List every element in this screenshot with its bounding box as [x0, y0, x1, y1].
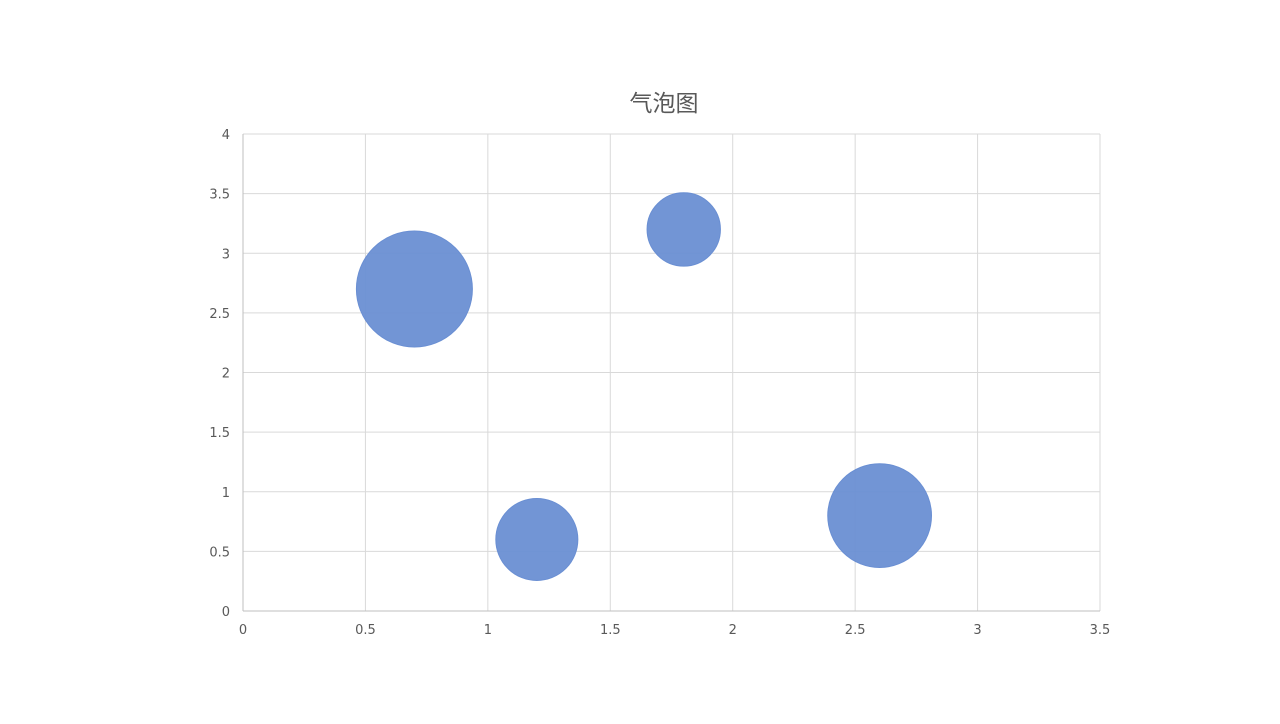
- x-tick-label: 0: [239, 623, 247, 638]
- bubble-point: [495, 497, 579, 581]
- y-tick-label: 2: [222, 367, 230, 382]
- x-tick-label: 2.5: [845, 623, 866, 638]
- x-tick-label: 3: [973, 623, 981, 638]
- x-tick-label: 1.5: [600, 623, 621, 638]
- chart-title: 气泡图: [629, 91, 699, 117]
- bubble-point: [355, 230, 473, 348]
- y-tick-label: 3: [222, 247, 230, 262]
- y-tick-label: 3.5: [209, 188, 230, 203]
- x-tick-label: 2: [729, 623, 737, 638]
- y-tick-label: 2.5: [209, 307, 230, 322]
- y-tick-label: 1: [222, 486, 230, 501]
- y-tick-label: 1.5: [209, 426, 230, 441]
- x-tick-label: 1: [484, 623, 492, 638]
- y-tick-label: 0.5: [209, 545, 230, 560]
- x-tick-label: 0.5: [355, 623, 376, 638]
- y-tick-label: 0: [222, 605, 230, 620]
- y-tick-label: 4: [222, 128, 230, 143]
- x-tick-label: 3.5: [1090, 623, 1111, 638]
- bubble-point: [827, 463, 933, 568]
- bubble-point: [646, 192, 721, 267]
